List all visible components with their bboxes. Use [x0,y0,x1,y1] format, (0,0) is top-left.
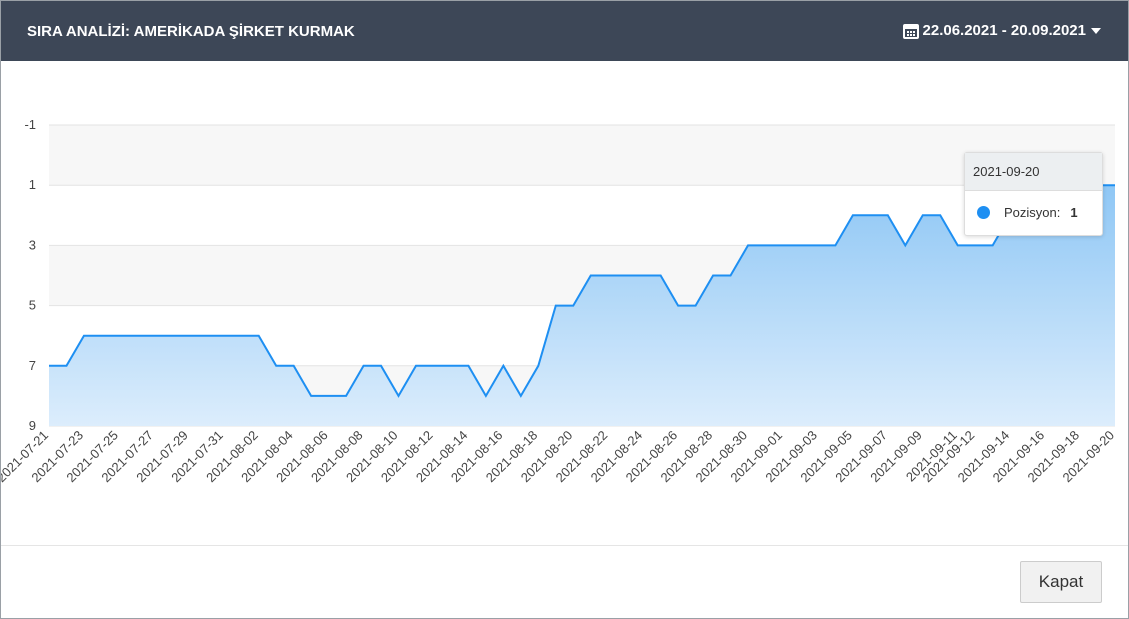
date-range: 22.06.2021 - 20.09.2021 [922,22,1086,39]
y-tick-label: 1 [29,177,36,192]
series-dot [977,206,990,219]
y-tick-label: 9 [29,418,36,433]
y-tick-label: 3 [29,237,36,252]
tooltip: 2021-09-20 Pozisyon: 1 [964,152,1103,236]
grid-band [49,125,1115,186]
y-tick-label: 7 [29,358,36,373]
tooltip-date: 2021-09-20 [965,153,1102,191]
modal-footer [1,545,1128,546]
calendar-icon [902,23,919,39]
y-tick-label: -1 [24,117,36,132]
tooltip-label: Pozisyon: [1004,205,1061,220]
close-button[interactable]: Kapat [1020,561,1102,603]
tooltip-body: Pozisyon: 1 [977,205,1078,220]
area [49,185,1115,426]
tooltip-value: 1 [1070,205,1078,220]
chart: -1135792021-07-212021-07-232021-07-25202… [1,117,1117,485]
modal-title: SIRA ANALİZİ: AMERİKADA ŞİRKET KURMAK [27,23,355,40]
modal-header: SIRA ANALİZİ: AMERİKADA ŞİRKET KURMAK 22… [1,1,1128,61]
caret-icon [1091,27,1101,34]
line [49,184,1115,398]
y-tick-label: 5 [29,298,36,313]
date-range-picker[interactable]: 22.06.2021 - 20.09.2021 [902,22,1102,39]
